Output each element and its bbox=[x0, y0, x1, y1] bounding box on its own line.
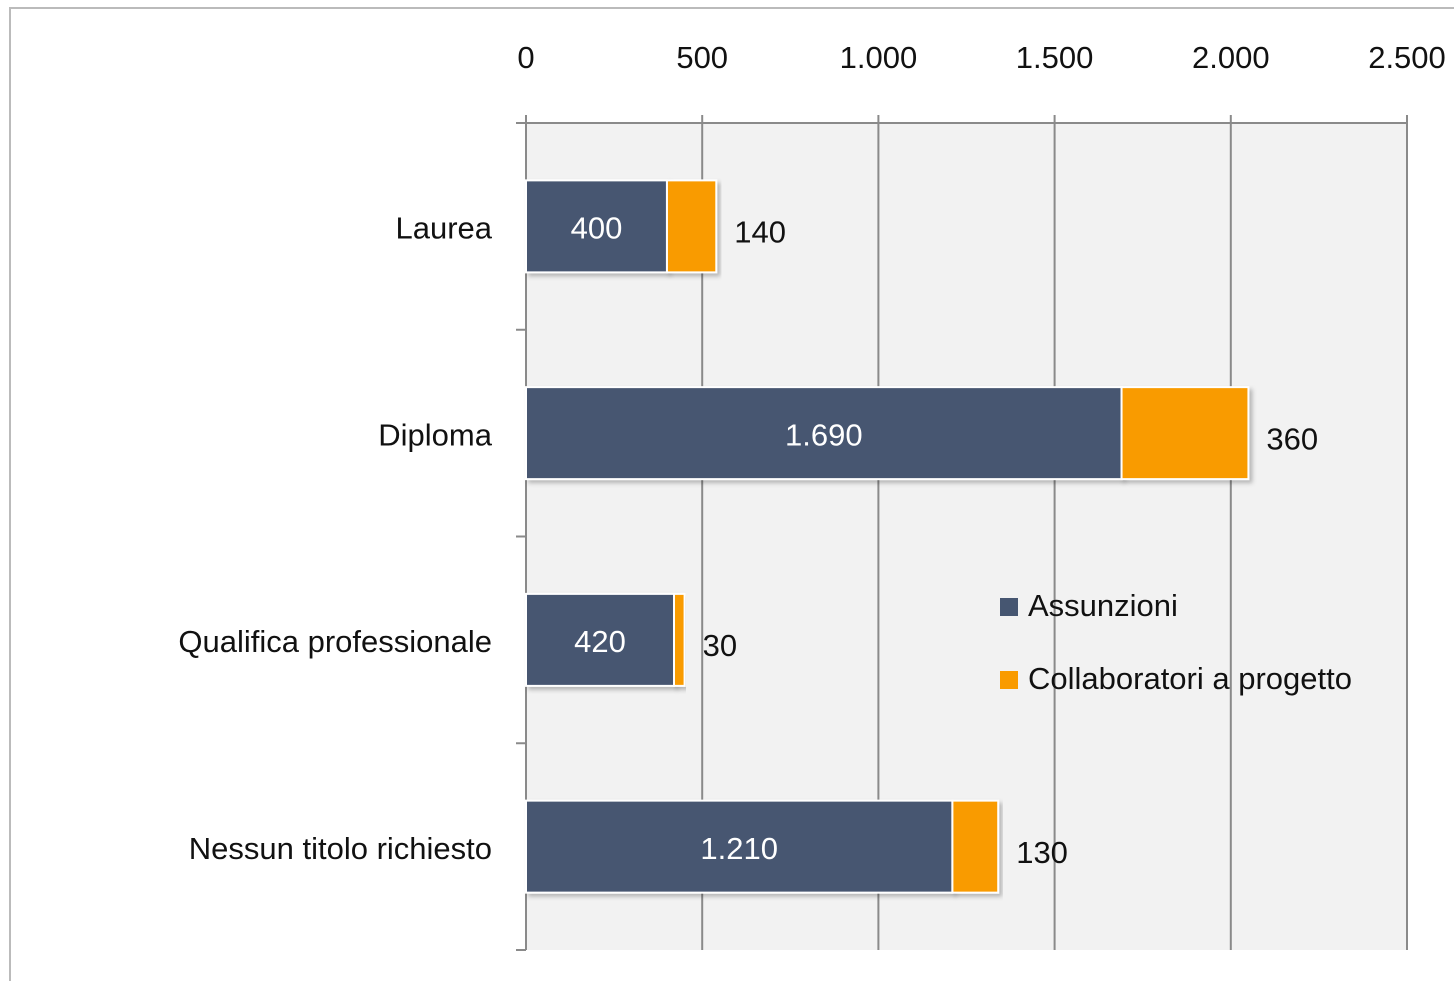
legend-label: Assunzioni bbox=[1028, 588, 1178, 623]
bar-segment bbox=[665, 179, 718, 274]
x-tick-label: 2.000 bbox=[1192, 40, 1270, 75]
y-tick-label: Laurea bbox=[395, 211, 492, 246]
bar-segment bbox=[673, 592, 686, 687]
data-label: 140 bbox=[734, 215, 786, 250]
x-tick-label: 2.500 bbox=[1368, 40, 1446, 75]
y-tick-label: Diploma bbox=[378, 417, 492, 452]
data-label: 360 bbox=[1266, 421, 1318, 456]
y-tick-label: Nessun titolo richiesto bbox=[189, 831, 492, 866]
legend-swatch bbox=[1000, 598, 1018, 616]
x-tick-label: 0 bbox=[517, 40, 534, 75]
data-label: 130 bbox=[1016, 835, 1068, 870]
legend-label: Collaboratori a progetto bbox=[1028, 661, 1352, 696]
data-label: 1.690 bbox=[785, 417, 863, 452]
y-tick-label: Qualifica professionale bbox=[178, 624, 492, 659]
bar-segment bbox=[525, 799, 954, 894]
x-tick-label: 1.000 bbox=[840, 40, 918, 75]
data-label: 400 bbox=[571, 211, 623, 246]
x-tick-label: 1.500 bbox=[1016, 40, 1094, 75]
data-label: 30 bbox=[703, 628, 737, 663]
x-tick-label: 500 bbox=[676, 40, 728, 75]
data-label: 420 bbox=[574, 624, 626, 659]
data-label: 1.210 bbox=[700, 831, 778, 866]
legend-swatch bbox=[1000, 671, 1018, 689]
bar-segment bbox=[525, 179, 668, 274]
bar-segment bbox=[1120, 386, 1250, 481]
bar-segment bbox=[951, 799, 1000, 894]
